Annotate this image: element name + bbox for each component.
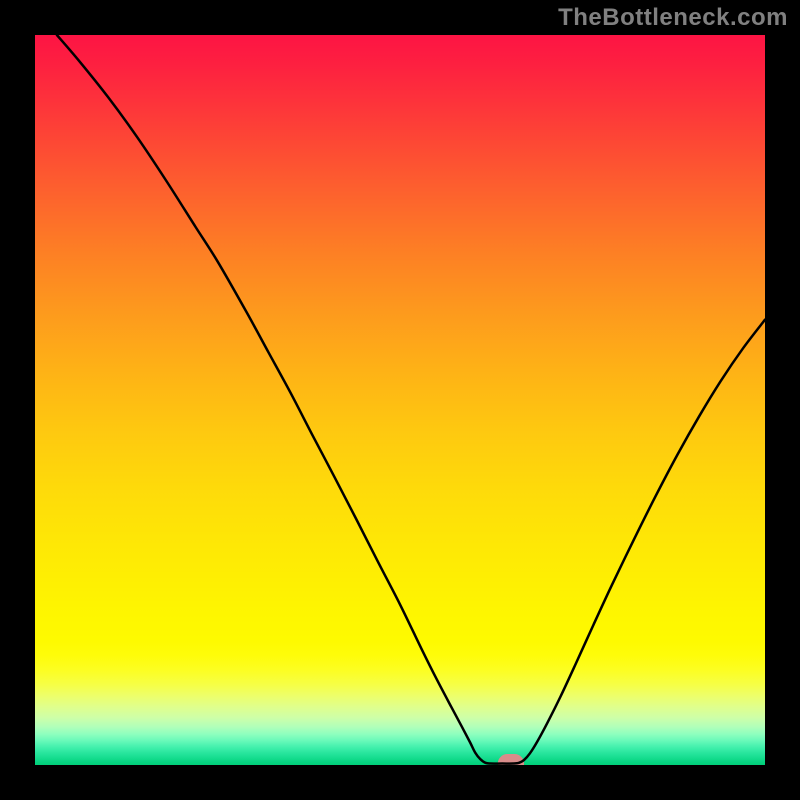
plot-svg <box>35 35 765 765</box>
chart-frame: TheBottleneck.com <box>0 0 800 800</box>
plot-area <box>35 35 765 765</box>
gradient-background <box>35 35 765 765</box>
watermark-label: TheBottleneck.com <box>558 4 788 32</box>
